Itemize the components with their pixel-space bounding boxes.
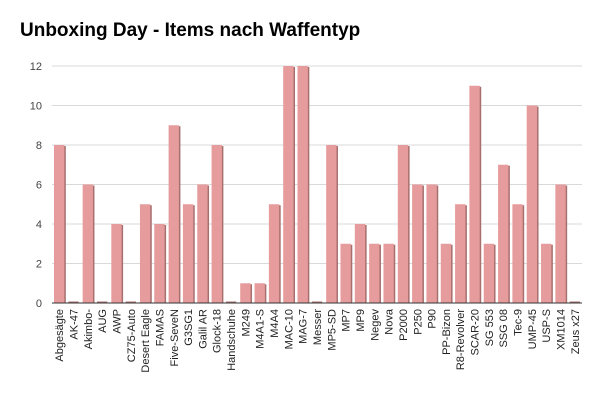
bar [555, 184, 566, 303]
bar [397, 145, 409, 303]
x-tick-label: Five-SeveN [169, 309, 181, 367]
x-tick-label: XM1014 [556, 309, 568, 350]
x-tick-label: P90 [427, 309, 439, 329]
y-tick-label: 10 [30, 101, 42, 113]
bar [541, 243, 552, 303]
bar [197, 184, 208, 303]
x-tick-label: MP7 [341, 309, 353, 332]
bar [526, 105, 538, 303]
bar [483, 243, 495, 303]
x-tick-label: Handschuhe [226, 309, 238, 371]
bar [297, 66, 308, 303]
x-tick-label: Negev [369, 309, 381, 341]
bar [455, 204, 466, 303]
bar [182, 204, 194, 303]
x-tick-label: CZ75-Auto [126, 309, 138, 362]
x-tick-label: AK-47 [68, 309, 80, 340]
x-tick-label: Galil AR [197, 309, 209, 349]
bar [383, 243, 394, 303]
bar [569, 301, 580, 303]
y-axis-tick-labels: 0 2 4 6 8 10 12 [30, 61, 42, 310]
bar [225, 301, 237, 303]
bar [96, 301, 108, 303]
y-tick-label: 6 [36, 180, 42, 192]
x-tick-label: MP9 [355, 309, 367, 332]
bar [512, 204, 523, 303]
x-tick-label: M249 [240, 309, 252, 337]
bar [340, 243, 351, 303]
x-tick-label: P250 [412, 309, 424, 335]
x-axis-tick-labels: Abgesägte AK-47 Akimbo- AUG AWP CZ75-Auto Dese… [54, 308, 582, 372]
bar [82, 184, 93, 303]
y-tick-label: 4 [36, 219, 42, 231]
x-tick-label: UMP-45 [527, 309, 539, 349]
bar [440, 243, 452, 303]
bar [354, 224, 366, 303]
x-tick-label: G3SG1 [183, 309, 195, 346]
bar [498, 164, 509, 303]
x-tick-label: Glock-18 [212, 309, 224, 353]
bar [369, 243, 380, 303]
x-tick-label: MP5-SD [326, 309, 338, 351]
x-tick-label: PP-Bizon [441, 309, 453, 355]
x-tick-label: AUG [97, 309, 109, 333]
y-tick-label: 0 [36, 298, 42, 310]
bar [68, 301, 79, 303]
chart-title: Unboxing Day - Items nach Waffentyp [20, 20, 361, 41]
y-tick-label: 8 [36, 140, 42, 152]
bar [211, 145, 222, 303]
x-tick-label: M4A1-S [255, 309, 267, 349]
x-tick-label: MAG-7 [298, 309, 310, 344]
x-tick-label: Zeus x27 [570, 309, 582, 354]
bar [469, 85, 480, 303]
bar [154, 224, 165, 303]
x-tick-label: Desert Eagle [140, 309, 152, 373]
bar [54, 145, 65, 303]
bar [168, 125, 179, 303]
bar [283, 66, 294, 303]
x-tick-label: FAMAS [154, 309, 166, 346]
bar [139, 204, 151, 303]
x-tick-label: Abgesägte [54, 309, 66, 362]
bar [240, 283, 251, 303]
x-tick-label: AWP [111, 309, 123, 334]
bar [311, 301, 323, 303]
x-tick-label: SSG 08 [498, 309, 510, 348]
x-tick-label: SG 553 [484, 309, 496, 346]
x-tick-label: M4A4 [269, 309, 281, 338]
bar [426, 184, 437, 303]
x-tick-label: Akimbo- [83, 309, 95, 350]
bars [54, 66, 580, 303]
x-tick-label: Nova [384, 308, 396, 335]
bar [268, 204, 280, 303]
x-tick-label: USP-S [541, 309, 553, 343]
x-tick-label: Tec-9 [513, 309, 525, 336]
bar [326, 145, 337, 303]
y-tick-label: 2 [36, 259, 42, 271]
x-tick-label: MAC-10 [283, 309, 295, 349]
bar [111, 224, 122, 303]
x-tick-label: SCAR-20 [470, 309, 482, 355]
bar [254, 283, 265, 303]
bar [412, 184, 423, 303]
y-tick-label: 12 [30, 61, 42, 73]
bar [125, 301, 136, 303]
x-tick-label: Messer [312, 309, 324, 345]
x-tick-label: R8-Revolver [455, 309, 467, 370]
x-tick-label: P2000 [398, 309, 410, 341]
